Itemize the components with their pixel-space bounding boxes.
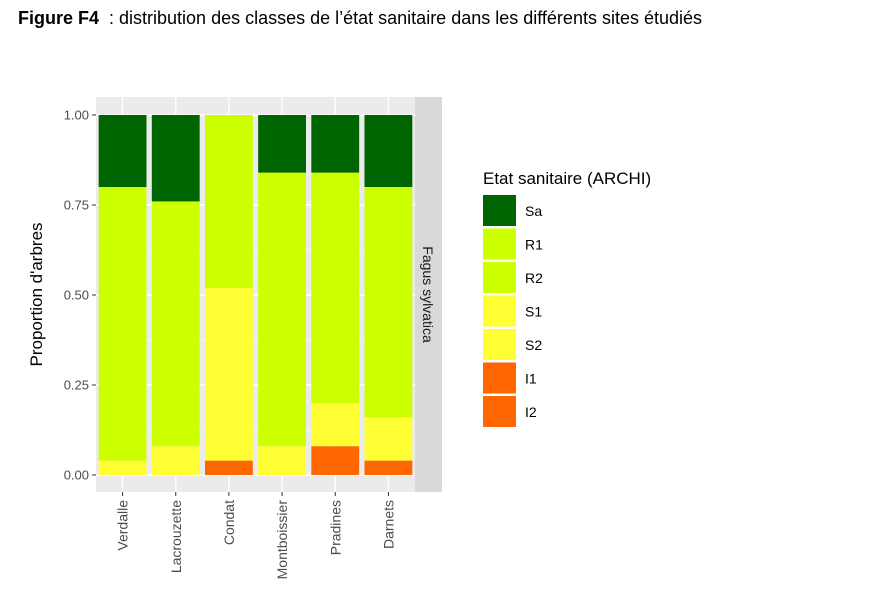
bar-segment-s2 xyxy=(151,446,200,475)
bar-segment-s2 xyxy=(98,460,147,475)
y-tick-label: 1.00 xyxy=(64,108,89,123)
bar-segment-sa xyxy=(98,115,147,187)
bar-segment-sa xyxy=(151,115,200,202)
legend-key-s2 xyxy=(483,329,516,360)
bar-segment-r2 xyxy=(151,201,200,447)
bar-segment-sa xyxy=(364,115,413,187)
legend-key-s1 xyxy=(483,295,516,327)
legend-label-r1: R1 xyxy=(525,237,543,253)
legend-title: Etat sanitaire (ARCHI) xyxy=(483,169,651,188)
figure-caption: Figure F4 : distribution des classes de … xyxy=(18,8,702,29)
bar-segment-i2 xyxy=(311,446,360,475)
facet-strip-label: Fagus sylvatica xyxy=(420,246,436,343)
legend-label-sa: Sa xyxy=(525,203,542,219)
bar-segment-i2 xyxy=(204,460,253,475)
x-tick-label: Verdalle xyxy=(115,500,131,551)
y-tick-label: 0.50 xyxy=(64,288,89,303)
bar-segment-i2 xyxy=(364,460,413,475)
bar-segment-s2 xyxy=(258,446,307,475)
legend-label-r2: R2 xyxy=(525,270,543,286)
figure-label: Figure F4 xyxy=(18,8,100,28)
legend-label-i1: I1 xyxy=(525,371,537,387)
bar-segment-r2 xyxy=(204,115,253,288)
figure-caption-text: : distribution des classes de l’état san… xyxy=(99,8,703,28)
y-axis: 0.00 0.25 0.50 0.75 1.00 xyxy=(64,108,96,483)
bar-segment-sa xyxy=(258,115,307,173)
y-tick-label: 0.00 xyxy=(64,468,89,483)
legend: Etat sanitaire (ARCHI) Sa R1 R2 S1 S2 I1 I2 xyxy=(483,169,651,427)
y-tick-label: 0.75 xyxy=(64,198,89,213)
y-axis-label: Proportion d'arbres xyxy=(27,222,46,366)
x-tick-label: Condat xyxy=(221,500,237,545)
bar-segment-r2 xyxy=(364,187,413,418)
facet-strip xyxy=(415,97,442,492)
bars xyxy=(98,115,413,475)
legend-label-i2: I2 xyxy=(525,404,537,420)
legend-key-i1 xyxy=(483,362,516,394)
x-tick-label: Pradines xyxy=(327,500,343,555)
bar-segment-s2 xyxy=(364,417,413,461)
legend-key-i2 xyxy=(483,396,516,427)
bar-segment-r2 xyxy=(258,172,307,447)
bar-segment-sa xyxy=(311,115,360,173)
bar-segment-s2 xyxy=(204,287,253,461)
x-tick-label: Darnets xyxy=(380,500,396,549)
legend-key-sa xyxy=(483,195,516,226)
legend-key-r2 xyxy=(483,262,516,293)
legend-key-r1 xyxy=(483,228,516,260)
x-tick-label: Montboissier xyxy=(274,500,290,580)
bar-segment-r2 xyxy=(98,187,147,461)
bar-segment-r2 xyxy=(311,172,360,403)
x-axis: Verdalle Lacrouzette Condat Montboissier Pra… xyxy=(115,492,396,580)
bar-segment-s2 xyxy=(311,403,360,447)
legend-label-s1: S1 xyxy=(525,304,542,320)
legend-label-s2: S2 xyxy=(525,337,542,353)
y-tick-label: 0.25 xyxy=(64,378,89,393)
x-tick-label: Lacrouzette xyxy=(168,500,184,573)
